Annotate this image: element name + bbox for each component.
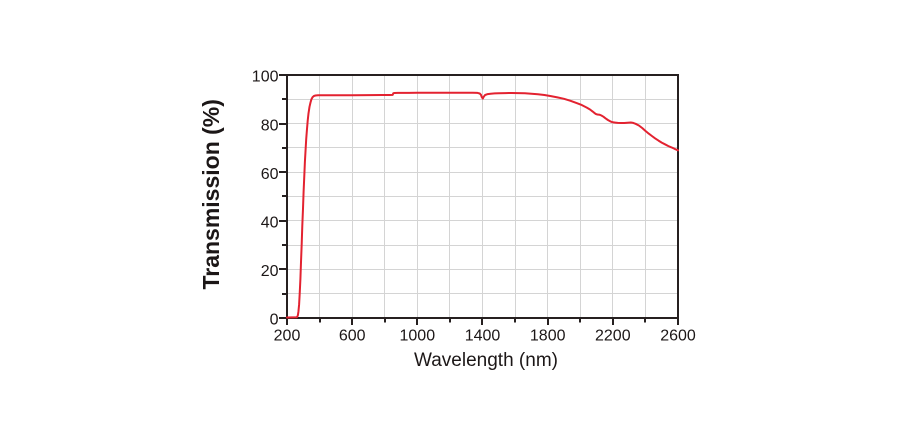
svg-text:80: 80 (261, 117, 279, 134)
svg-text:0: 0 (270, 312, 279, 329)
svg-text:1000: 1000 (400, 327, 436, 344)
svg-text:2200: 2200 (595, 327, 631, 344)
svg-text:1400: 1400 (465, 327, 501, 344)
svg-text:Wavelength (nm): Wavelength (nm) (414, 350, 558, 371)
svg-text:40: 40 (261, 215, 279, 232)
svg-text:60: 60 (261, 166, 279, 183)
svg-text:200: 200 (274, 327, 301, 344)
svg-text:2600: 2600 (660, 327, 696, 344)
svg-text:1800: 1800 (530, 327, 566, 344)
svg-text:100: 100 (252, 69, 279, 86)
svg-text:Transmission (%): Transmission (%) (198, 99, 224, 289)
svg-text:600: 600 (339, 327, 366, 344)
svg-text:20: 20 (261, 263, 279, 280)
